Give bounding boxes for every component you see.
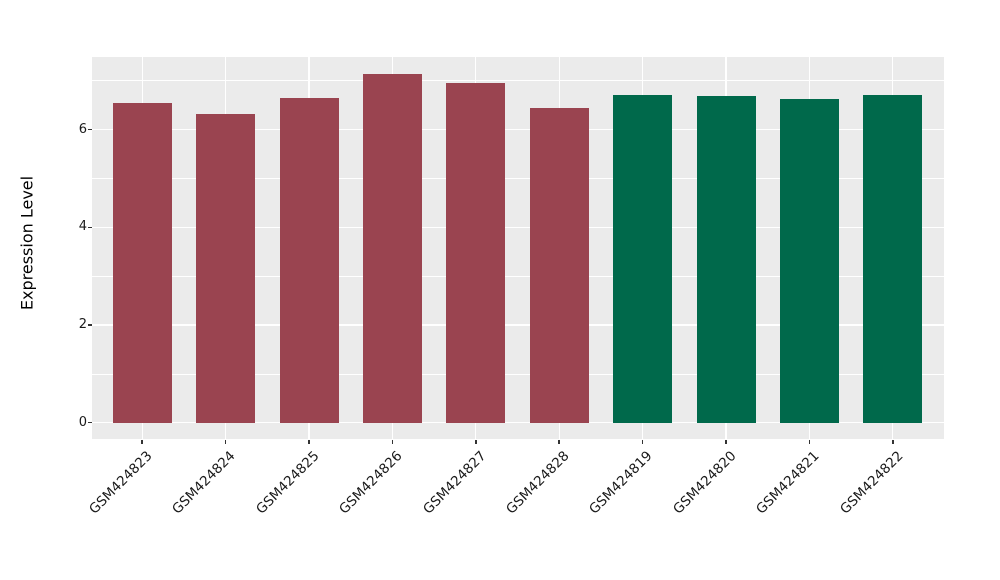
x-tick-label-GSM424824: GSM424824	[169, 448, 239, 518]
bar-GSM424820	[696, 96, 756, 423]
bar-GSM424824	[196, 113, 256, 423]
x-tick-label-GSM424827: GSM424827	[419, 448, 490, 518]
bar-GSM424823	[112, 102, 172, 423]
y-tick-mark-4	[88, 226, 92, 229]
y-tick-mark-2	[88, 324, 92, 326]
y-tick-label-4: 4	[78, 219, 87, 235]
x-tick-mark-GSM424828	[558, 439, 560, 444]
gridline-major-y-2	[92, 324, 944, 326]
gridline-minor-y-5	[92, 178, 944, 179]
gridline-major-y-0	[92, 422, 944, 424]
x-tick-mark-GSM424822	[892, 439, 894, 444]
y-axis-title: Expression Level	[17, 175, 37, 311]
gridline-minor-y-1	[92, 373, 944, 375]
x-tick-mark-GSM424827	[475, 439, 477, 444]
x-tick-label-GSM424820: GSM424820	[669, 448, 740, 518]
bar-GSM424827	[446, 83, 506, 423]
y-tick-label-2: 2	[78, 317, 87, 332]
gridline-major-y-6	[92, 128, 944, 131]
x-tick-label-GSM424828: GSM424828	[503, 448, 573, 518]
x-tick-label-GSM424826: GSM424826	[336, 448, 406, 518]
y-tick-label-0: 0	[78, 414, 87, 430]
x-tick-label-GSM424821: GSM424821	[753, 448, 823, 518]
x-tick-mark-GSM424824	[224, 439, 227, 444]
x-tick-mark-GSM424825	[308, 439, 310, 444]
bar-GSM424822	[863, 94, 923, 423]
x-tick-label-GSM424823: GSM424823	[86, 448, 156, 518]
bar-GSM424825	[279, 97, 339, 423]
bar-GSM424828	[529, 107, 589, 423]
x-tick-mark-GSM424826	[391, 439, 394, 444]
y-tick-mark-6	[88, 128, 92, 131]
x-tick-label-GSM424822: GSM424822	[836, 448, 907, 518]
gridline-minor-y-3	[92, 275, 944, 277]
x-tick-mark-GSM424821	[808, 439, 811, 444]
x-tick-label-GSM424819: GSM424819	[586, 448, 656, 518]
bar-GSM424821	[779, 98, 839, 423]
bar-GSM424826	[362, 73, 422, 423]
x-tick-label-GSM424825: GSM424825	[252, 448, 323, 518]
y-tick-label-6: 6	[78, 121, 87, 137]
x-tick-mark-GSM424820	[725, 439, 727, 444]
gridline-major-y-4	[92, 226, 944, 228]
x-tick-mark-GSM424823	[141, 439, 143, 444]
plot-panel	[92, 57, 944, 439]
gridline-minor-y-7	[92, 80, 944, 82]
y-tick-mark-0	[88, 421, 92, 424]
x-tick-mark-GSM424819	[641, 439, 644, 444]
bar-GSM424819	[613, 94, 673, 423]
